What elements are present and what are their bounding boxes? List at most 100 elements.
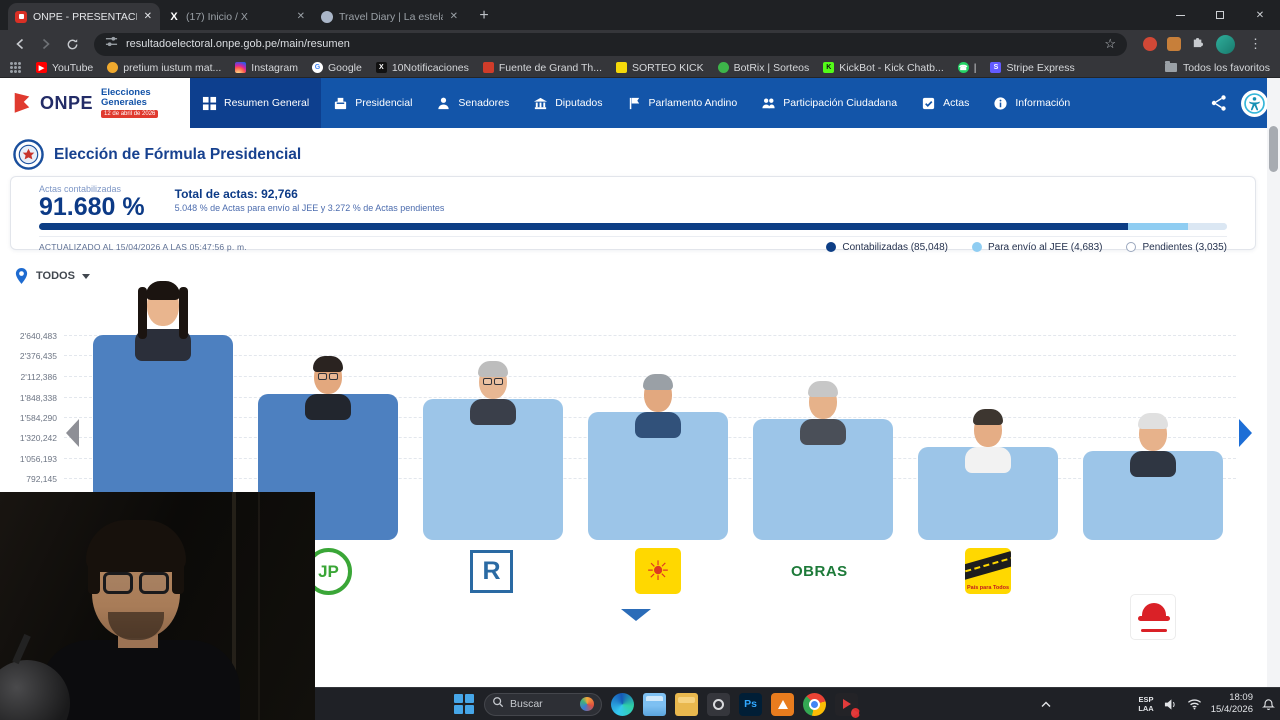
address-bar[interactable]: resultadoelectoral.onpe.gob.pe/main/resu… (94, 32, 1127, 56)
bookmark-item[interactable]: ▶ YouTube (29, 60, 100, 76)
carousel-next-arrow[interactable] (1239, 419, 1252, 447)
party-logo-road[interactable]: País para Todos (965, 548, 1011, 594)
scrollbar-thumb[interactable] (1269, 126, 1278, 172)
bar-group[interactable] (423, 361, 563, 540)
tray-time: 18:09 (1229, 691, 1253, 703)
extension-icon-orange[interactable] (1167, 37, 1181, 51)
forward-button[interactable] (34, 32, 58, 56)
bar-group[interactable] (588, 374, 728, 540)
taskbar-orange-icon[interactable] (771, 692, 794, 716)
taskbar-rec-icon[interactable] (707, 692, 730, 716)
bookmark-label: YouTube (52, 61, 94, 74)
tab-close-icon[interactable]: ✕ (143, 11, 152, 22)
window-maximize-button[interactable] (1200, 0, 1240, 30)
region-filter-dropdown[interactable]: TODOS (14, 267, 90, 285)
candidate-photo (132, 281, 194, 361)
stats-bottom-row: ACTUALIZADO AL 15/04/2026 A LAS 05:47:56… (39, 236, 1227, 257)
taskbar-edge-icon[interactable] (611, 692, 634, 716)
party-logo-obras[interactable]: OBRAS (791, 562, 848, 580)
tab-x[interactable]: X (17) Inicio / X ✕ (161, 3, 313, 30)
profile-avatar[interactable] (1216, 34, 1235, 54)
tab-close-icon[interactable]: ✕ (296, 11, 305, 22)
tray-chevron-up-icon[interactable] (1041, 701, 1051, 708)
scroll-down-arrow[interactable] (621, 609, 651, 621)
menu-kebab-icon[interactable]: ⋮ (1249, 36, 1262, 51)
bookmark-item[interactable]: BotRix | Sorteos (711, 60, 817, 76)
party-logo-cap[interactable] (1130, 594, 1176, 640)
party-logo-sun[interactable]: ☀ (635, 548, 681, 594)
y-axis-tick: 1'584,290 (19, 412, 57, 423)
apps-grid-icon[interactable] (10, 62, 21, 73)
window-minimize-button[interactable] (1160, 0, 1200, 30)
bar-group[interactable] (918, 409, 1058, 540)
accessibility-button[interactable] (1241, 89, 1268, 117)
extensions-puzzle-icon[interactable] (1191, 34, 1206, 54)
bookmark-item[interactable]: K KickBot - Kick Chatb... (816, 60, 950, 76)
taskbar-chrome-icon[interactable] (803, 692, 826, 716)
tab-travel-diary[interactable]: Travel Diary | La estelar evoluc... ✕ (314, 3, 466, 30)
bookmark-item[interactable]: pretium iustum mat... (100, 60, 228, 76)
onpe-logo[interactable]: ONPE Elecciones Generales 12 de abril de… (0, 78, 190, 128)
taskbar-folder-icon[interactable] (675, 692, 698, 716)
taskbar-ps-icon[interactable]: Ps (739, 692, 762, 716)
taskbar-red-icon[interactable] (835, 692, 860, 718)
actas-detail: 5.048 % de Actas para envío al JEE y 3.2… (174, 203, 445, 213)
nav-item-resumen-general[interactable]: Resumen General (190, 78, 322, 128)
tab-onpe[interactable]: ONPE - PRESENTACIÓN DE RES... ✕ (8, 3, 160, 30)
language-indicator[interactable]: ESP LAA (1138, 695, 1153, 714)
reload-button[interactable] (60, 32, 84, 56)
nav-item-participaci-n-ciudadana[interactable]: Participación Ciudadana (749, 78, 909, 128)
people-icon (761, 96, 776, 111)
bookmark-favicon (717, 62, 729, 73)
bookmark-item[interactable]: G Google (305, 60, 369, 76)
share-icon[interactable] (1210, 94, 1228, 112)
bookmark-item[interactable]: X 10Notificaciones (369, 60, 476, 76)
clock-date[interactable]: 18:09 15/4/2026 (1211, 692, 1253, 717)
bookmark-item[interactable]: Fuente de Grand Th... (476, 60, 609, 76)
nav-item-diputados[interactable]: Diputados (521, 78, 614, 128)
nav-item-parlamento-andino[interactable]: Parlamento Andino (615, 78, 750, 128)
wifi-icon[interactable] (1187, 698, 1202, 710)
bookmark-label: pretium iustum mat... (123, 61, 222, 74)
legend-dot (826, 242, 837, 253)
nav-item-presidencial[interactable]: Presidencial (321, 78, 424, 128)
carousel-prev-arrow[interactable] (66, 419, 79, 447)
party-logo-r[interactable]: R (470, 550, 513, 593)
bar-group[interactable] (1083, 413, 1223, 540)
tab-close-icon[interactable]: ✕ (449, 11, 458, 22)
nav-item-actas[interactable]: Actas (909, 78, 981, 128)
y-axis-tick: 1'056,193 (19, 454, 57, 464)
bookmark-favicon: ☎ (957, 62, 969, 73)
grid-icon (202, 96, 217, 111)
bookmark-item[interactable]: ☎ | (951, 60, 984, 76)
back-button[interactable] (8, 32, 32, 56)
bookmark-star-icon[interactable]: ☆ (1104, 36, 1116, 51)
bookmark-favicon: G (311, 62, 323, 73)
actas-legend: Contabilizadas (85,048) Para envío al JEE… (826, 242, 1227, 253)
notifications-bell-icon[interactable] (1262, 698, 1275, 711)
nav-item-informaci-n[interactable]: Información (981, 78, 1082, 128)
nav-item-senadores[interactable]: Senadores (424, 78, 521, 128)
bookmark-item[interactable]: Instagram (228, 60, 305, 76)
chevron-down-icon (81, 274, 90, 279)
all-bookmarks-button[interactable]: Todos los favoritos (1165, 61, 1270, 74)
progress-segment-2 (1128, 223, 1189, 231)
window-close-button[interactable]: ✕ (1255, 9, 1265, 21)
start-button[interactable] (452, 693, 475, 716)
bar-group[interactable] (753, 381, 893, 540)
bookmarks-folder-icon (1165, 61, 1178, 72)
volume-icon[interactable] (1163, 698, 1178, 711)
taskbar-fe-icon[interactable] (643, 692, 666, 716)
bookmark-item[interactable]: SORTEO KICK (609, 60, 711, 76)
new-tab-button[interactable]: + (479, 7, 489, 24)
candidate-photo (1127, 413, 1179, 477)
page-scrollbar[interactable] (1267, 78, 1280, 687)
bookmark-item[interactable]: S Stripe Express (983, 60, 1081, 76)
taskbar-search-box[interactable]: Buscar (484, 692, 602, 716)
site-info-icon[interactable] (105, 35, 118, 53)
extension-icon-red[interactable] (1143, 37, 1157, 51)
search-highlights-icon (580, 697, 594, 711)
bookmark-label: 10Notificaciones (391, 61, 469, 74)
legend-label: Para envío al JEE (4,683) (987, 241, 1103, 253)
